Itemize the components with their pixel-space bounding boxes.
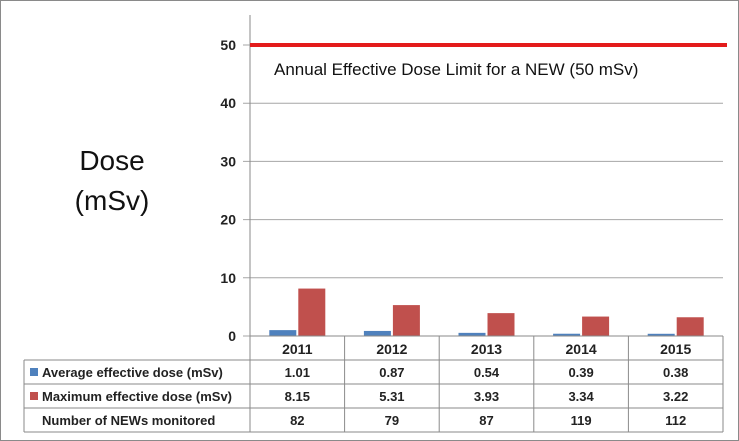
y-tick-label: 10 bbox=[220, 270, 236, 286]
table-cell: 3.34 bbox=[568, 389, 594, 404]
x-tick-label: 2013 bbox=[471, 341, 502, 357]
table-cell: 3.22 bbox=[663, 389, 688, 404]
row-label: Number of NEWs monitored bbox=[42, 413, 215, 428]
legend-key bbox=[30, 392, 38, 400]
bar-average bbox=[458, 332, 486, 336]
bar-maximum bbox=[392, 305, 420, 336]
table-cell: 1.01 bbox=[285, 365, 310, 380]
bar-maximum bbox=[676, 317, 704, 336]
x-tick-label: 2014 bbox=[566, 341, 597, 357]
reference-line-label: Annual Effective Dose Limit for a NEW (5… bbox=[274, 60, 638, 79]
table-cell: 79 bbox=[385, 413, 399, 428]
y-axis-label-line1: Dose bbox=[79, 145, 144, 176]
y-tick-label: 0 bbox=[228, 328, 236, 344]
x-tick-label: 2011 bbox=[282, 341, 313, 357]
bar-maximum bbox=[582, 316, 610, 336]
table-cell: 0.87 bbox=[379, 365, 404, 380]
bar-average bbox=[269, 330, 297, 336]
legend-key bbox=[30, 368, 38, 376]
bar-average bbox=[647, 333, 675, 336]
table-cell: 0.54 bbox=[474, 365, 500, 380]
table-cell: 3.93 bbox=[474, 389, 499, 404]
table-cell: 8.15 bbox=[285, 389, 310, 404]
x-tick-label: 2012 bbox=[376, 341, 407, 357]
bar-average bbox=[363, 330, 391, 336]
bar-average bbox=[553, 333, 581, 336]
y-tick-label: 40 bbox=[220, 95, 236, 111]
y-tick-label: 30 bbox=[220, 153, 236, 169]
table-cell: 82 bbox=[290, 413, 304, 428]
table-cell: 0.38 bbox=[663, 365, 688, 380]
row-label: Maximum effective dose (mSv) bbox=[42, 389, 232, 404]
y-tick-label: 50 bbox=[220, 37, 236, 53]
bar-maximum bbox=[487, 313, 515, 336]
x-tick-label: 2015 bbox=[660, 341, 691, 357]
bar-maximum bbox=[298, 288, 326, 336]
table-cell: 87 bbox=[479, 413, 493, 428]
y-tick-label: 20 bbox=[220, 212, 236, 228]
table-cell: 112 bbox=[665, 413, 686, 428]
table-cell: 5.31 bbox=[379, 389, 404, 404]
table-cell: 0.39 bbox=[568, 365, 593, 380]
table-cell: 119 bbox=[571, 413, 592, 428]
row-label: Average effective dose (mSv) bbox=[42, 365, 223, 380]
y-axis-label-line2: (mSv) bbox=[75, 185, 150, 216]
